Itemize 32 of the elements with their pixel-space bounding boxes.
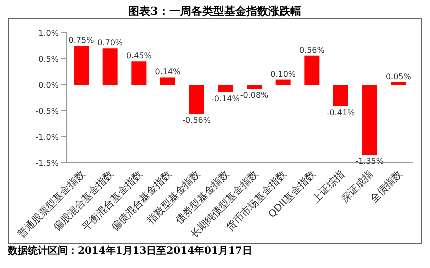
bar xyxy=(362,85,378,156)
bar xyxy=(218,85,234,92)
data-label: -0.56% xyxy=(182,116,212,126)
text: 数据统计区间：2014年1月13日至2014年01月17日 xyxy=(8,244,254,258)
bar xyxy=(391,82,406,85)
bar xyxy=(160,78,176,85)
data-label: 0.10% xyxy=(270,70,296,79)
data-label: 0.70% xyxy=(98,38,124,48)
bar xyxy=(276,80,291,85)
data-label: 0.56% xyxy=(299,46,326,55)
data-label: -1.35% xyxy=(356,157,384,166)
data-label: -0.14% xyxy=(212,94,240,104)
y-tick-label: 1.0% xyxy=(38,28,60,38)
data-label: 0.45% xyxy=(126,52,152,61)
y-tick-label: 0.5% xyxy=(38,54,60,64)
bar xyxy=(189,85,204,114)
data-label: -0.08% xyxy=(240,91,270,100)
chart-title: 图表3：一周各类型基金指数涨跌幅 xyxy=(128,4,302,18)
y-tick-label: 0.0% xyxy=(38,80,60,90)
y-tick-label: -1.5% xyxy=(36,158,60,168)
data-label: 0.05% xyxy=(386,72,412,82)
data-label: -0.41% xyxy=(326,108,356,118)
bar xyxy=(102,48,118,85)
bar xyxy=(304,56,320,85)
data-label: 0.14% xyxy=(155,68,182,77)
bar xyxy=(132,62,147,85)
y-tick-label: -1.0% xyxy=(36,132,60,142)
bar xyxy=(334,85,348,106)
y-tick-label: -0.5% xyxy=(36,106,60,116)
bar xyxy=(74,46,89,85)
data-label: 0.75% xyxy=(68,36,95,45)
bar xyxy=(247,85,262,90)
